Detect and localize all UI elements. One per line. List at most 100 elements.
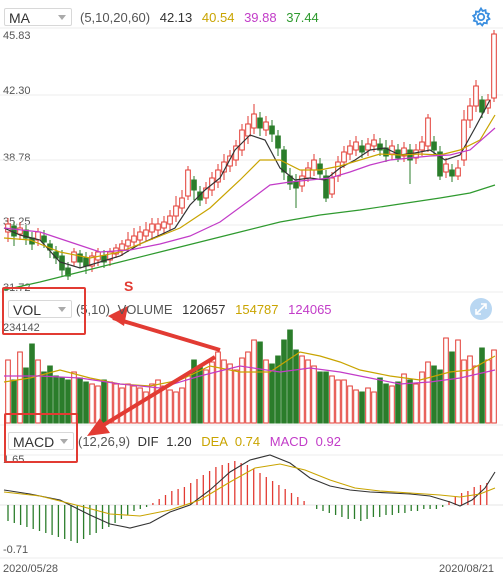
volume-bar xyxy=(365,387,371,424)
ma10-line xyxy=(3,114,496,259)
volume-bar xyxy=(461,359,467,424)
volume-bar xyxy=(53,375,59,424)
candle-body xyxy=(491,33,497,99)
candle-body xyxy=(449,169,455,177)
candle-body xyxy=(173,205,179,217)
ma-header-values: (5,10,20,60) 42.13 40.54 39.88 37.44 xyxy=(80,10,319,25)
ma-selector[interactable]: MA xyxy=(4,8,72,26)
macd-selector[interactable]: MACD xyxy=(8,432,74,450)
candle-body xyxy=(11,225,17,237)
candle-body xyxy=(479,99,485,113)
expand-icon[interactable] xyxy=(470,298,492,320)
volume-bar xyxy=(23,367,29,424)
volume-bar xyxy=(455,339,461,424)
candle-body xyxy=(377,143,383,151)
ma60-line xyxy=(3,184,496,291)
volume-bar xyxy=(449,351,455,424)
ma60-value: 37.44 xyxy=(286,10,319,25)
candle-body xyxy=(125,239,131,247)
candle-body xyxy=(41,235,47,243)
candle-body xyxy=(401,147,407,157)
candle-body xyxy=(317,163,323,175)
volume-bar xyxy=(359,391,365,424)
volume-bar xyxy=(29,343,35,424)
gear-icon[interactable] xyxy=(470,6,492,28)
candle-body xyxy=(245,123,251,137)
volume-bar xyxy=(59,377,65,424)
volume-bar xyxy=(89,383,95,424)
macd-params: (12,26,9) xyxy=(78,434,131,449)
volume-label: VOLUME xyxy=(117,302,173,317)
candle-body xyxy=(455,167,461,177)
volume-bar xyxy=(491,349,497,424)
volume-bar xyxy=(77,377,83,424)
volume-value: 120657 xyxy=(182,302,226,317)
macd-lines xyxy=(3,454,496,529)
volume-bar xyxy=(281,339,287,424)
candle-body xyxy=(149,223,155,233)
volume-bar xyxy=(329,375,335,424)
candle-body xyxy=(179,197,185,209)
volume-bar xyxy=(155,379,161,424)
volume-bar xyxy=(389,385,395,424)
volume-bar xyxy=(167,389,173,424)
volume-bar xyxy=(341,379,347,424)
candle-body xyxy=(275,135,281,149)
date-end: 2020/08/21 xyxy=(439,563,495,575)
candle-body xyxy=(365,143,371,151)
volume-bar xyxy=(203,369,209,424)
volume-bar xyxy=(17,351,23,424)
volume-bar xyxy=(179,387,185,424)
volume-bar xyxy=(197,365,203,424)
candle-body xyxy=(167,215,173,225)
dea-line xyxy=(3,463,496,517)
volume-bar xyxy=(71,371,77,424)
candle-body xyxy=(461,119,467,161)
volume-bar xyxy=(263,359,269,424)
candle-body xyxy=(89,255,95,267)
grid xyxy=(0,27,503,559)
volume-bar xyxy=(269,363,275,424)
annotation-arrows xyxy=(87,306,221,436)
ma20-value: 39.88 xyxy=(244,10,277,25)
volume-bar xyxy=(395,381,401,424)
volume-bar xyxy=(185,375,191,424)
candle-body xyxy=(473,85,479,107)
volume-bar xyxy=(257,341,263,424)
candle-body xyxy=(101,255,107,263)
volume-bar xyxy=(353,389,359,424)
ma-lines xyxy=(3,99,496,291)
volume-bar xyxy=(425,361,431,424)
candle-body xyxy=(161,221,167,229)
candle-body xyxy=(425,117,431,147)
vol-highlight-box xyxy=(2,287,86,335)
volume-bar xyxy=(383,383,389,424)
dea-value: 0.74 xyxy=(234,434,261,449)
dif-line xyxy=(3,454,496,529)
volume-bar xyxy=(275,355,281,424)
volume-bar xyxy=(371,391,377,424)
volume-bar xyxy=(245,351,251,424)
volume-bar xyxy=(437,369,443,424)
chevron-down-icon xyxy=(58,15,66,20)
volume-bar xyxy=(149,383,155,424)
candle-body xyxy=(131,235,137,243)
macd-bars xyxy=(7,461,488,543)
ma5-value: 42.13 xyxy=(159,10,193,25)
vol-ma-lines xyxy=(3,351,496,389)
volume-bar xyxy=(485,359,491,424)
volume-bar xyxy=(143,391,149,424)
dea-label: DEA xyxy=(201,434,228,449)
candle-body xyxy=(227,155,233,167)
candle-body xyxy=(185,169,191,197)
volume-bar xyxy=(413,383,419,424)
macd-axis-bottom: -0.71 xyxy=(3,544,29,556)
candle-body xyxy=(77,253,83,263)
volume-bar xyxy=(239,357,245,424)
volume-bar xyxy=(35,359,41,424)
vol-selector[interactable]: VOL xyxy=(8,300,72,318)
volume-bar xyxy=(209,361,215,424)
candle-body xyxy=(71,251,77,263)
volume-bar xyxy=(173,391,179,424)
